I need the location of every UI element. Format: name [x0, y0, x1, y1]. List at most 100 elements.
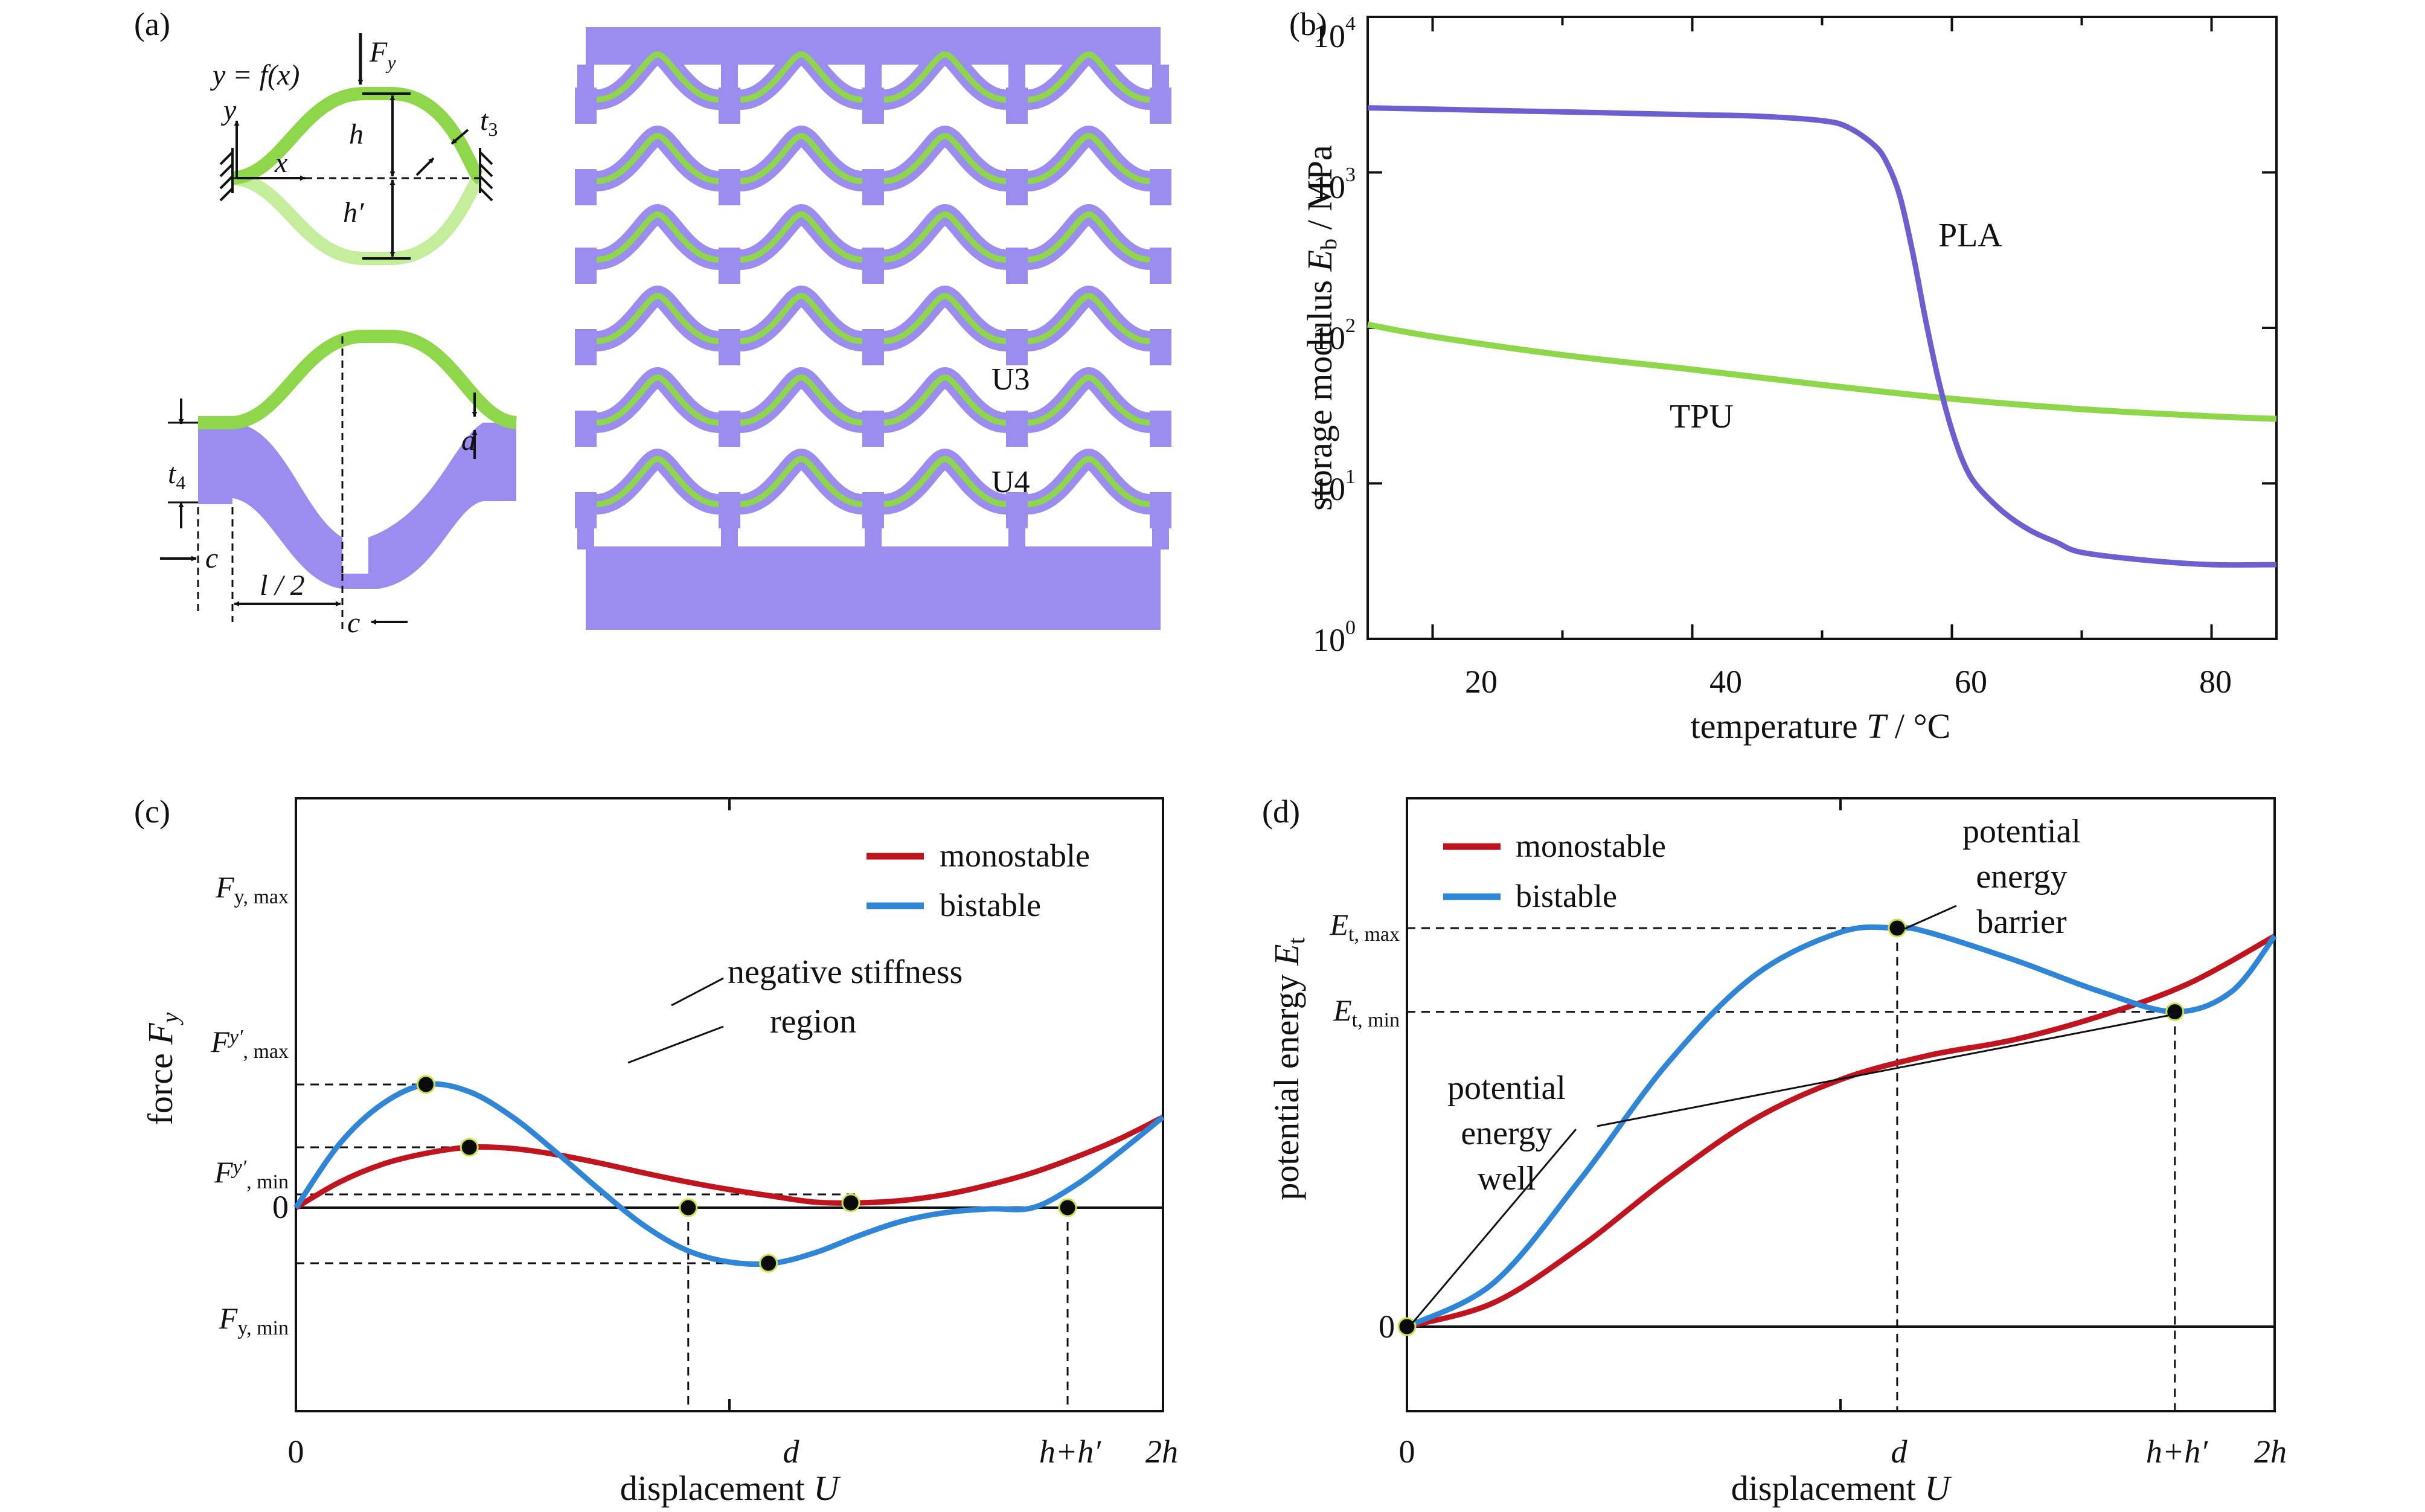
- panel-d: (d) Et, max Et, min 0 0 d h+h′ 2h displa…: [1262, 793, 2287, 1508]
- axis-x-label: x: [274, 147, 287, 179]
- lattice-connector: [575, 329, 597, 365]
- u3-label: U3: [991, 362, 1030, 397]
- beam-upper: [231, 87, 484, 185]
- d-y-axis-title: potential energy Et: [1267, 937, 1310, 1200]
- lattice-post: [721, 507, 738, 549]
- d-well-leader-1: [1412, 1129, 1577, 1323]
- u4-label: U4: [991, 465, 1030, 499]
- lattice-connector: [1150, 248, 1171, 284]
- panel-c: (c) Fy, max Fy′, max Fy′, min 0 Fy, min …: [134, 793, 1178, 1508]
- lattice-connector: [1150, 329, 1171, 365]
- marker-point: [1397, 1317, 1417, 1336]
- d-xtick-label: h+h′: [2146, 1434, 2208, 1470]
- c-xtick-label: d: [783, 1434, 800, 1470]
- c-label-fymin: Fy, min: [219, 1301, 289, 1339]
- b-x-axis-title: temperature T / °C: [1691, 706, 1951, 746]
- lattice-connector: [862, 248, 884, 284]
- panel-d-label: (d): [1262, 793, 1300, 830]
- d-x-axis-title: displacement U: [1731, 1469, 1953, 1508]
- lattice-bottom-plate: [586, 546, 1161, 630]
- b-ytick-label: 100: [1313, 617, 1356, 658]
- lattice-structure: [575, 27, 1171, 630]
- series-line-pla: [1367, 105, 2277, 568]
- hp-label: h′: [343, 197, 365, 229]
- panel-b: (b) 20 40 60 80 100 101 102 103 104 temp…: [1289, 6, 2278, 746]
- beam-lower-ghost: [231, 171, 484, 265]
- c-legend: monostable bistable: [867, 838, 1090, 923]
- d-well-text-2: energy: [1461, 1115, 1552, 1152]
- series-label-pla: PLA: [1938, 217, 2002, 254]
- beam-function-label: y = f(x): [210, 59, 300, 91]
- marker-point: [1058, 1198, 1077, 1217]
- series-line-monostable: [1406, 934, 2276, 1330]
- lattice-connector: [719, 411, 740, 447]
- t3-label: t3: [480, 104, 498, 140]
- b-xtick-label: 40: [1709, 664, 1742, 700]
- beam-schematic: y x y = f(x) Fy h h′ t3: [210, 33, 498, 265]
- d-label-etmin: Et, min: [1333, 993, 1400, 1031]
- b-y-axis-title: storage modulus Eb / MPa: [1300, 145, 1342, 510]
- d-barrier-text-2: energy: [1976, 858, 2067, 895]
- marker-point: [460, 1138, 479, 1157]
- legend-label-bistable: bistable: [940, 887, 1041, 923]
- c-xtick-label: 0: [288, 1434, 304, 1470]
- b-ytick-label: 103: [1313, 164, 1356, 205]
- t3-arrow-a: [450, 129, 469, 145]
- d-xtick-label: d: [1891, 1434, 1908, 1470]
- d-xtick-label: 2h: [2254, 1434, 2287, 1470]
- lattice-connector: [862, 329, 884, 365]
- t4-label: t4: [168, 458, 185, 493]
- axis-y-label: y: [220, 94, 237, 126]
- c-label-fymax: Fy, max: [215, 870, 289, 908]
- c-label-fypmin: Fy′, min: [214, 1155, 289, 1193]
- lattice-connector: [1006, 169, 1028, 205]
- lattice-connector: [1006, 248, 1028, 284]
- b-ytick-label: 104: [1313, 13, 1356, 54]
- c-label-fypmax: Fy′, max: [210, 1025, 289, 1063]
- b-xtick-label: 60: [1955, 664, 1987, 700]
- lattice-connector: [575, 169, 597, 205]
- c-annot-text-1: negative stiffness: [728, 953, 963, 991]
- c-x-axis-title: displacement U: [620, 1469, 842, 1508]
- c-right-label: c: [347, 607, 360, 639]
- series-line-bistable: [1405, 924, 2277, 1330]
- h-label: h: [349, 118, 364, 150]
- d-label-zero: 0: [1379, 1309, 1395, 1345]
- legend-label-monostable: monostable: [940, 838, 1090, 874]
- lattice-connector: [575, 248, 597, 284]
- force-label: Fy: [369, 36, 396, 73]
- lattice-post: [1152, 65, 1169, 101]
- unit-cell-schematic: t4 a c l / 2 c: [160, 330, 517, 639]
- lattice-connector: [862, 169, 884, 205]
- lattice-connector: [1006, 329, 1028, 365]
- d-barrier-text-3: barrier: [1976, 903, 2067, 941]
- b-ytick-label: 102: [1313, 315, 1356, 356]
- lattice-post: [865, 65, 882, 101]
- marker-point: [841, 1193, 860, 1212]
- d-xtick-label: 0: [1399, 1434, 1415, 1470]
- marker-point: [1888, 918, 1907, 938]
- b-xtick-label: 20: [1465, 664, 1498, 700]
- left-wall: [219, 148, 234, 202]
- lattice-post: [577, 507, 594, 549]
- d-well-text-1: potential: [1447, 1069, 1566, 1107]
- series-line-tpu: [1367, 321, 2277, 422]
- lattice-post: [721, 65, 738, 101]
- d-label-etmax: Et, max: [1329, 908, 1400, 946]
- lattice-top-plate: [586, 27, 1161, 65]
- lattice-connector: [1150, 411, 1171, 447]
- marker-point: [2165, 1002, 2185, 1022]
- lattice-post: [577, 65, 594, 101]
- right-wall: [479, 148, 493, 202]
- unit-cell-body: [198, 423, 516, 589]
- l2-label: l / 2: [260, 569, 305, 601]
- series-line-monostable: [294, 1114, 1165, 1210]
- d-barrier-leader: [1901, 905, 1957, 931]
- lattice-post: [1152, 507, 1169, 549]
- lattice-post: [865, 507, 882, 549]
- d-guides: [1407, 927, 2176, 1411]
- legend-label-bistable: bistable: [1516, 878, 1617, 914]
- plot-b-tick-labels: 20 40 60 80 100 101 102 103 104: [1313, 13, 2232, 700]
- c-markers: [416, 1075, 1077, 1273]
- d-well-leader-2: [1597, 1013, 2174, 1127]
